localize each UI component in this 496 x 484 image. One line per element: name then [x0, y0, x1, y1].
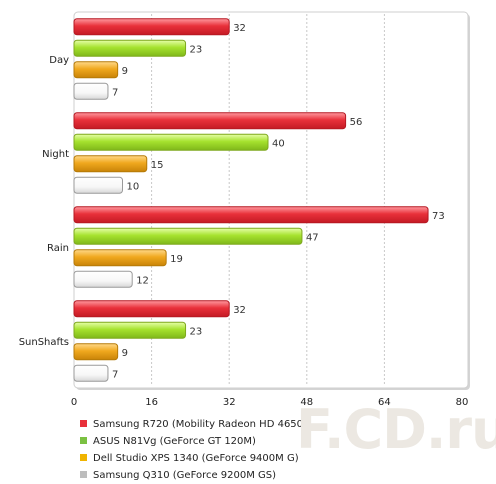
category-label: Day	[49, 55, 69, 66]
bar	[73, 321, 187, 339]
data-label: 7	[112, 369, 118, 380]
x-tick-labels: 0 16 32 48 64 80	[71, 397, 469, 408]
legend-swatch	[80, 454, 87, 461]
data-label: 56	[350, 117, 363, 128]
legend-swatch	[80, 420, 87, 427]
data-label: 9	[122, 66, 128, 77]
data-label: 7	[112, 87, 118, 98]
data-label: 73	[432, 211, 445, 222]
legend-label: Dell Studio XPS 1340 (GeForce 9400M G)	[93, 453, 299, 464]
category-labels: Day Night Rain SunShafts	[19, 55, 69, 348]
data-label: 23	[190, 44, 203, 55]
legend-item-asus-n81vg: ASUS N81Vg (GeForce GT 120M)	[80, 433, 256, 450]
bar	[73, 176, 123, 194]
bar	[73, 227, 303, 245]
category-label: SunShafts	[19, 337, 69, 348]
bar	[73, 18, 230, 36]
x-tick-label: 48	[300, 397, 313, 408]
x-tick-label: 0	[71, 397, 77, 408]
data-label: 23	[190, 326, 203, 337]
legend-item-samsung-q310: Samsung Q310 (GeForce 9200M GS)	[80, 467, 276, 484]
bar	[73, 155, 148, 173]
bar	[73, 270, 133, 288]
legend-label: Samsung R720 (Mobility Radeon HD 4650)	[93, 419, 307, 430]
data-label: 47	[306, 232, 319, 243]
category-label: Rain	[47, 243, 69, 254]
bar	[73, 82, 109, 100]
bar	[73, 112, 347, 130]
plot-area	[73, 11, 469, 389]
legend-swatch	[80, 437, 87, 444]
data-label: 19	[170, 254, 183, 265]
bar	[73, 61, 119, 79]
legend-label: Samsung Q310 (GeForce 9200M GS)	[93, 470, 277, 481]
legend-label: ASUS N81Vg (GeForce GT 120M)	[93, 436, 256, 447]
legend-item-samsung-r720: Samsung R720 (Mobility Radeon HD 4650)	[80, 416, 307, 433]
x-tick-label: 80	[456, 397, 469, 408]
bar	[73, 249, 167, 267]
x-tick-label: 16	[145, 397, 158, 408]
x-tick-label: 32	[223, 397, 236, 408]
data-label: 9	[122, 348, 128, 359]
x-tick-label: 64	[378, 397, 391, 408]
data-label: 40	[272, 138, 285, 149]
data-label: 15	[151, 160, 164, 171]
bar	[73, 133, 269, 151]
bar	[73, 343, 119, 361]
bar	[73, 206, 429, 224]
data-label: 32	[233, 23, 246, 34]
bar	[73, 39, 187, 57]
watermark-logo: F.CD.ru	[296, 398, 496, 461]
bar	[73, 364, 109, 382]
category-label: Night	[42, 149, 69, 160]
data-label: 10	[127, 181, 140, 192]
bar	[73, 300, 230, 318]
legend-item-dell-studio: Dell Studio XPS 1340 (GeForce 9400M G)	[80, 450, 299, 467]
data-label: 12	[136, 275, 149, 286]
data-label: 32	[233, 305, 246, 316]
legend-swatch	[80, 471, 87, 478]
